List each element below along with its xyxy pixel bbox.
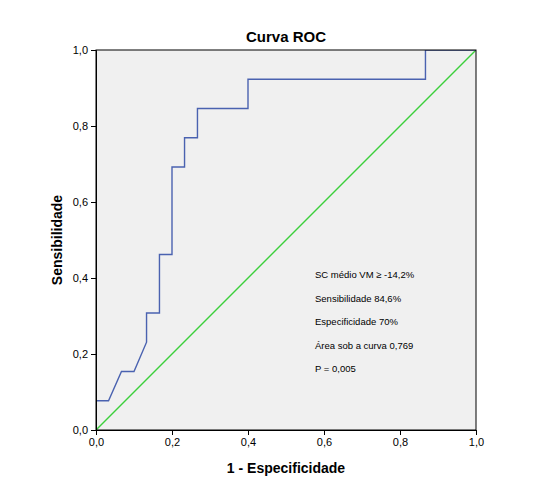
tick-label: 0,4 [241,436,256,448]
x-axis-title: 1 - Especificidade [227,460,345,476]
tick: 0,6 [317,430,332,448]
annotation: P = 0,005 [315,363,356,374]
tick-label: 0,8 [73,120,88,132]
tick-mark [91,50,96,51]
tick-mark [91,202,96,203]
y-axis-title: Sensibilidade [49,195,65,285]
tick-label: 0,2 [165,436,180,448]
tick-mark [91,278,96,279]
tick-label: 0,8 [393,436,408,448]
y-axis: 0,0 0,2 0,4 0,6 0,8 1,0 [73,44,97,436]
annotation: SC médio VM ≥ -14,2% [315,269,415,280]
tick: 0,6 [73,196,96,208]
tick-mark [248,430,249,435]
tick-label: 0,4 [73,272,88,284]
tick: 0,2 [73,348,96,360]
tick: 1,0 [73,44,96,56]
tick: 0,2 [165,430,180,448]
tick: 1,0 [469,430,484,448]
plot-frame [96,50,476,430]
tick-label: 0,2 [73,348,88,360]
tick-mark [400,430,401,435]
tick: 0,4 [241,430,256,448]
tick: 0,4 [73,272,96,284]
tick-mark [91,354,96,355]
tick-label: 0,0 [73,424,88,436]
tick: 0,8 [393,430,408,448]
tick: 0,0 [89,430,104,448]
plot-background [96,50,476,430]
tick-mark [324,430,325,435]
tick: 0,8 [73,120,96,132]
tick-label: 0,0 [89,436,104,448]
x-axis: 0,0 0,2 0,4 0,6 0,8 1,0 [89,430,484,448]
tick-label: 0,6 [317,436,332,448]
tick-mark [91,126,96,127]
series-line [96,50,476,430]
axis-line [97,431,477,436]
series-line [96,50,476,430]
tick: 0,0 [73,424,96,436]
annotation: Sensibilidade 84,6% [315,293,402,304]
tick-mark [91,430,96,431]
tick-label: 1,0 [73,44,88,56]
tick-mark [172,430,173,435]
series-group [96,50,476,430]
chart: 0,0 0,2 0,4 0,6 0,8 1,0 0,0 0,2 0,4 0,6 0,8 1,0 Curv… [0,0,537,483]
annotation: Área sob a curva 0,769 [315,340,413,351]
tick-mark [476,430,477,435]
tick-label: 1,0 [469,436,484,448]
tick-label: 0,6 [73,196,88,208]
annotation: Especificidade 70% [315,316,398,327]
title: Curva ROC [246,28,326,45]
